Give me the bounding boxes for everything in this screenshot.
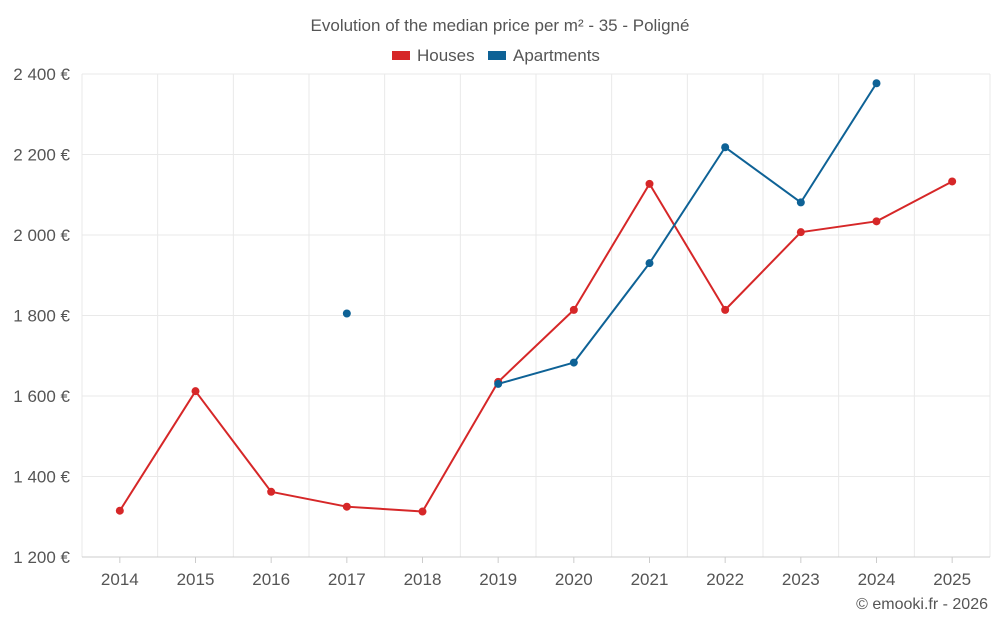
data-point-houses[interactable] bbox=[342, 502, 351, 511]
data-point-houses[interactable] bbox=[948, 177, 957, 186]
data-point-houses[interactable] bbox=[418, 507, 427, 516]
x-tick-label: 2019 bbox=[479, 570, 517, 589]
data-point-apartments[interactable] bbox=[645, 259, 654, 268]
series-line-apartments bbox=[497, 82, 878, 385]
x-tick-label: 2022 bbox=[706, 570, 744, 589]
y-tick-label: 1 600 € bbox=[13, 387, 70, 406]
data-point-apartments[interactable] bbox=[872, 79, 881, 88]
data-point-apartments[interactable] bbox=[796, 198, 805, 207]
data-point-apartments[interactable] bbox=[342, 309, 351, 318]
data-point-houses[interactable] bbox=[721, 305, 730, 314]
data-point-houses[interactable] bbox=[115, 506, 124, 515]
data-point-houses[interactable] bbox=[645, 179, 654, 188]
x-tick-label: 2016 bbox=[252, 570, 290, 589]
data-point-apartments[interactable] bbox=[721, 143, 730, 152]
data-point-houses[interactable] bbox=[569, 305, 578, 314]
chart-title: Evolution of the median price per m² - 3… bbox=[311, 16, 690, 35]
x-tick-label: 2015 bbox=[177, 570, 215, 589]
credit: © emooki.fr - 2026 bbox=[856, 596, 988, 613]
legend: Houses Apartments bbox=[392, 46, 600, 65]
legend-label-houses[interactable]: Houses bbox=[417, 46, 475, 65]
y-tick-label: 1 200 € bbox=[13, 548, 70, 567]
y-tick-label: 2 400 € bbox=[13, 65, 70, 84]
x-tick-label: 2025 bbox=[933, 570, 971, 589]
data-point-houses[interactable] bbox=[191, 387, 200, 396]
y-axis: 1 200 € 1 400 € 1 600 € 1 800 € 2 000 € 2 200… bbox=[13, 65, 70, 567]
x-tick-label: 2024 bbox=[858, 570, 896, 589]
y-tick-label: 1 800 € bbox=[13, 307, 70, 326]
x-tick-label: 2014 bbox=[101, 570, 139, 589]
y-tick-label: 2 000 € bbox=[13, 226, 70, 245]
series-apartments bbox=[342, 79, 881, 388]
series-line-houses bbox=[118, 180, 953, 513]
x-tick-label: 2018 bbox=[404, 570, 442, 589]
data-point-houses[interactable] bbox=[267, 487, 276, 496]
y-tick-label: 2 200 € bbox=[13, 146, 70, 165]
data-point-apartments[interactable] bbox=[569, 358, 578, 367]
x-tick-label: 2021 bbox=[631, 570, 669, 589]
data-point-apartments[interactable] bbox=[494, 379, 503, 388]
grid bbox=[81, 73, 991, 558]
x-axis: 2014 2015 2016 2017 2018 2019 2020 2021 2022 2023… bbox=[101, 557, 971, 589]
series-houses bbox=[115, 177, 957, 516]
legend-swatch-houses bbox=[392, 51, 410, 60]
series-layer bbox=[115, 79, 957, 516]
x-tick-label: 2023 bbox=[782, 570, 820, 589]
legend-label-apartments[interactable]: Apartments bbox=[513, 46, 600, 65]
legend-swatch-apartments bbox=[488, 51, 506, 60]
x-tick-label: 2020 bbox=[555, 570, 593, 589]
x-tick-label: 2017 bbox=[328, 570, 366, 589]
y-tick-label: 1 400 € bbox=[13, 468, 70, 487]
data-point-houses[interactable] bbox=[796, 228, 805, 237]
data-point-houses[interactable] bbox=[872, 217, 881, 226]
